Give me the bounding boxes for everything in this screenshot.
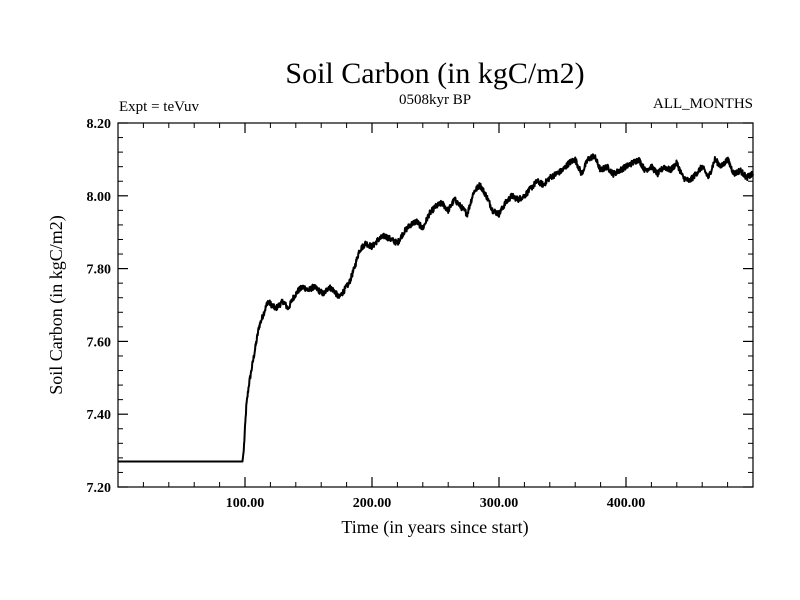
y-tick-label: 8.00 — [87, 190, 112, 205]
y-tick-label: 7.20 — [87, 481, 112, 496]
series-line — [117, 153, 754, 463]
y-axis-label: Soil Carbon (in kgC/m2) — [46, 215, 67, 395]
x-tick-label: 300.00 — [480, 496, 519, 511]
y-tick-label: 8.20 — [87, 117, 112, 132]
y-tick-label: 7.60 — [87, 335, 112, 350]
chart-subtitle-center: 0508kyr BP — [399, 92, 471, 108]
x-axis-label: Time (in years since start) — [341, 517, 528, 538]
x-tick-label: 100.00 — [226, 496, 265, 511]
y-tick-label: 7.80 — [87, 263, 112, 278]
plot-frame — [117, 122, 754, 488]
chart-subtitle-left: Expt = teVuv — [119, 99, 200, 115]
plot-area: 100.00 200.00 300.00 400.00 7.20 7.40 7.60 7.80… — [87, 117, 754, 511]
chart-title: Soil Carbon (in kgC/m2) — [285, 57, 584, 90]
x-tick-label: 400.00 — [607, 496, 646, 511]
chart-subtitle-right: ALL_MONTHS — [653, 96, 753, 112]
y-tick-label: 7.40 — [87, 408, 112, 423]
x-tick-label: 200.00 — [353, 496, 392, 511]
